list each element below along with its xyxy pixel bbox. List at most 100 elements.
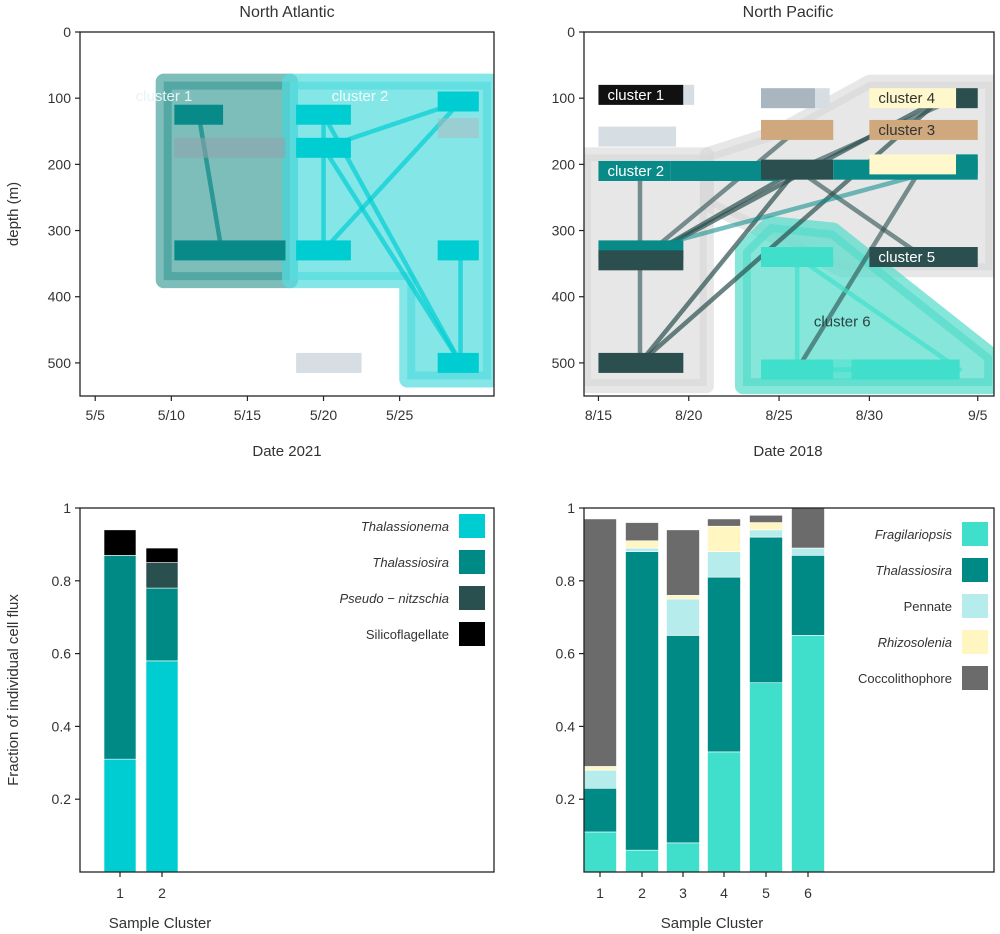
stacked-bar-segment — [749, 682, 783, 873]
sample-bar — [956, 88, 978, 109]
stacked-bar-segment — [625, 849, 659, 873]
sample-bar — [598, 352, 684, 373]
cluster-label: cluster 2 — [607, 163, 664, 180]
plot-frame — [79, 31, 495, 397]
y-tick-label: 200 — [48, 156, 72, 172]
sample-bar — [437, 91, 479, 112]
stacked-bar-segment — [103, 555, 137, 760]
stacked-bar-segment — [749, 522, 783, 531]
sample-bar — [761, 359, 834, 380]
y-tick-label: 100 — [552, 90, 576, 106]
legend-swatch — [962, 630, 988, 654]
y-tick-label: 0.4 — [556, 718, 576, 734]
sample-bar — [869, 88, 957, 109]
sample-bar — [598, 84, 684, 105]
plot-frame — [583, 31, 995, 397]
stacked-bar-segment — [583, 769, 617, 789]
connection-line — [637, 167, 800, 366]
north-pacific-flux-panel: Sample Cluster 0.2 0.4 0.6 0.8 1 1 2 3 4 5 6 Frag… — [556, 500, 995, 932]
y-tick-label: 300 — [48, 223, 72, 239]
stacked-bar-segment — [625, 540, 659, 549]
x-tick-label: 2 — [638, 885, 646, 901]
legend-swatch — [962, 558, 988, 582]
y-tick-label: 0.6 — [52, 646, 72, 662]
stacked-bar-segment — [791, 507, 825, 549]
legend-swatch — [962, 594, 988, 618]
sample-bar — [296, 240, 351, 261]
legend-swatch — [962, 666, 988, 690]
x-tick-label: 1 — [596, 885, 604, 901]
connection-line — [794, 162, 926, 372]
y-tick-label: 0 — [567, 24, 575, 40]
cluster-label: cluster 6 — [814, 314, 871, 331]
legend-label: Pennate — [904, 599, 952, 614]
sample-bar — [437, 352, 479, 373]
x-tick-label: 4 — [720, 885, 728, 901]
connection-line — [794, 254, 962, 372]
cluster-label: cluster 1 — [607, 87, 664, 104]
sample-bar — [437, 117, 479, 138]
stacked-bar-segment — [145, 660, 179, 873]
stacked-bar-segment — [749, 536, 783, 684]
stacked-bar-segment — [666, 842, 700, 873]
sample-bar — [174, 240, 286, 261]
sample-bar — [296, 137, 351, 158]
x-tick-label: 1 — [116, 885, 124, 901]
stacked-bar-segment — [625, 522, 659, 542]
stacked-bar-segment — [583, 766, 617, 771]
x-tick-label: 3 — [679, 885, 687, 901]
stacked-bar-segment — [583, 787, 617, 833]
legend-swatch — [459, 622, 485, 646]
legend-label: Pseudo − nitzschia — [340, 591, 449, 606]
x-tick-label: 5/5 — [85, 407, 105, 423]
panel-title: North Pacific — [743, 4, 834, 21]
x-tick-label: 8/25 — [765, 407, 792, 423]
y-tick-label: 0.2 — [52, 791, 72, 807]
stacked-bar-segment — [666, 598, 700, 636]
stacked-bar-segment — [625, 547, 659, 552]
sample-bar — [761, 159, 834, 180]
sample-bar — [833, 359, 852, 380]
y-axis-label: depth (m) — [5, 182, 22, 246]
x-tick-label: 8/20 — [675, 407, 702, 423]
y-tick-label: 0.6 — [556, 646, 576, 662]
sample-bar — [296, 352, 362, 373]
stacked-bar-segment — [145, 587, 179, 662]
y-tick-label: 0 — [63, 24, 71, 40]
sample-bar — [761, 119, 834, 140]
sample-bar — [761, 88, 816, 109]
y-tick-label: 400 — [552, 289, 576, 305]
stacked-bar-segment — [625, 551, 659, 851]
stacked-bar-segment — [103, 758, 137, 873]
stacked-bar-segment — [666, 635, 700, 844]
legend-label: Coccolithophore — [858, 671, 952, 686]
hull-label-cluster-1: cluster 1 — [136, 88, 193, 105]
legend-label: Silicoflagellate — [366, 627, 449, 642]
connection-line — [794, 167, 926, 260]
stacked-bar-segment — [583, 831, 617, 873]
sample-bar — [437, 240, 479, 261]
legend-label: Thalassionema — [361, 519, 449, 534]
sample-bar — [598, 126, 677, 147]
x-tick-label: 5/25 — [386, 407, 413, 423]
sample-bar — [869, 247, 978, 268]
stacked-bar-segment — [707, 576, 741, 753]
y-tick-label: 100 — [48, 90, 72, 106]
stacked-bar-segment — [583, 518, 617, 767]
sample-bar — [296, 104, 351, 125]
sample-bar — [956, 154, 978, 175]
legend-label: Fragilariopsis — [875, 527, 953, 542]
cluster-label: cluster 3 — [878, 122, 935, 139]
cluster-label: cluster 5 — [878, 249, 935, 266]
hull-label-cluster-2: cluster 2 — [332, 88, 389, 105]
y-tick-label: 0.8 — [556, 573, 576, 589]
stacked-bar-segment — [707, 551, 741, 578]
sample-bar — [670, 160, 780, 181]
sample-bar — [869, 119, 978, 140]
stacked-bar-segment — [749, 514, 783, 523]
sample-bar — [598, 250, 684, 271]
y-tick-label: 400 — [48, 289, 72, 305]
sample-bar — [815, 88, 830, 109]
plot-frame — [79, 507, 495, 873]
